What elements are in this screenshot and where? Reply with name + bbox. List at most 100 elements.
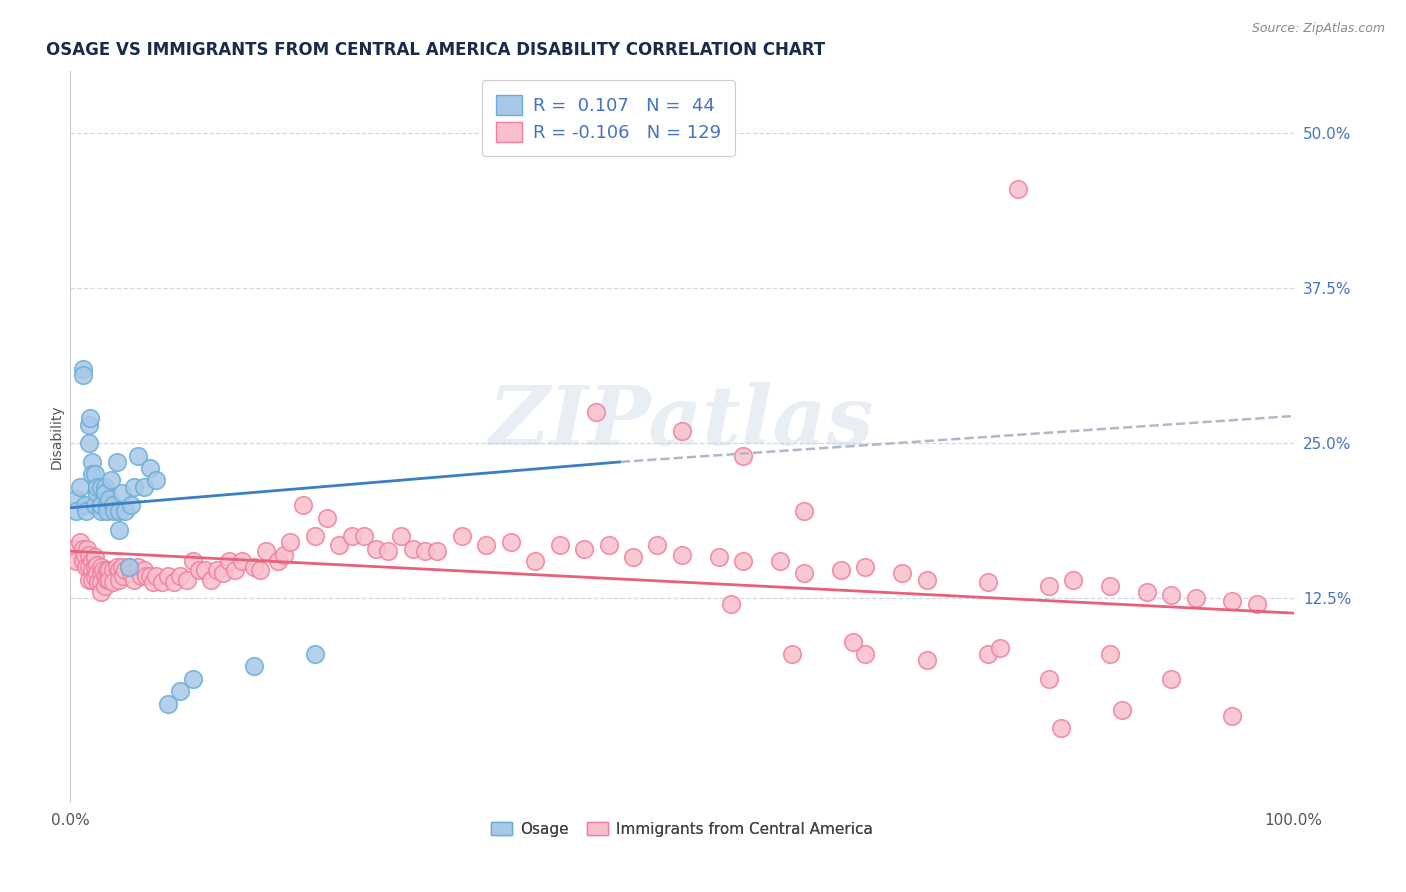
- Point: [671, 424, 693, 438]
- Point: [122, 573, 145, 587]
- Point: [316, 510, 339, 524]
- Point: [93, 569, 115, 583]
- Point: [90, 560, 112, 574]
- Point: [135, 569, 157, 583]
- Point: [108, 563, 131, 577]
- Point: [194, 563, 217, 577]
- Point: [69, 480, 91, 494]
- Point: [157, 697, 180, 711]
- Point: [1246, 598, 1268, 612]
- Point: [402, 541, 425, 556]
- Point: [1062, 573, 1084, 587]
- Point: [231, 554, 253, 568]
- Point: [93, 579, 115, 593]
- Point: [132, 480, 155, 494]
- Point: [93, 480, 115, 494]
- Point: [353, 529, 375, 543]
- Point: [145, 569, 167, 583]
- Point: [855, 560, 877, 574]
- Point: [769, 554, 792, 568]
- Point: [86, 486, 108, 500]
- Point: [82, 467, 104, 482]
- Point: [1038, 672, 1060, 686]
- Point: [65, 491, 87, 506]
- Point: [1220, 709, 1243, 723]
- Point: [254, 544, 277, 558]
- Point: [83, 570, 105, 584]
- Point: [1007, 182, 1029, 196]
- Point: [90, 575, 112, 590]
- Point: [139, 569, 162, 583]
- Point: [413, 544, 436, 558]
- Point: [205, 563, 228, 577]
- Point: [280, 535, 302, 549]
- Point: [132, 563, 155, 577]
- Point: [72, 541, 94, 556]
- Point: [98, 491, 121, 506]
- Point: [127, 560, 149, 574]
- Point: [548, 538, 571, 552]
- Point: [82, 573, 104, 587]
- Point: [90, 498, 112, 512]
- Point: [450, 529, 472, 543]
- Point: [90, 585, 112, 599]
- Point: [87, 575, 110, 590]
- Point: [108, 573, 131, 587]
- Point: [707, 550, 730, 565]
- Point: [77, 417, 100, 432]
- Point: [842, 634, 865, 648]
- Point: [915, 573, 938, 587]
- Text: ZIPatlas: ZIPatlas: [489, 383, 875, 462]
- Point: [780, 647, 803, 661]
- Point: [793, 566, 815, 581]
- Point: [73, 498, 96, 512]
- Point: [169, 569, 191, 583]
- Point: [1220, 593, 1243, 607]
- Point: [129, 569, 152, 583]
- Point: [127, 449, 149, 463]
- Point: [200, 573, 222, 587]
- Point: [340, 529, 363, 543]
- Point: [98, 573, 121, 587]
- Point: [273, 548, 295, 562]
- Point: [118, 560, 141, 574]
- Point: [111, 560, 134, 574]
- Point: [976, 647, 998, 661]
- Point: [733, 554, 755, 568]
- Point: [475, 538, 498, 552]
- Text: Source: ZipAtlas.com: Source: ZipAtlas.com: [1251, 22, 1385, 36]
- Point: [82, 554, 104, 568]
- Point: [139, 461, 162, 475]
- Point: [122, 480, 145, 494]
- Legend: Osage, Immigrants from Central America: Osage, Immigrants from Central America: [485, 815, 879, 843]
- Point: [114, 504, 136, 518]
- Point: [1160, 588, 1182, 602]
- Point: [243, 659, 266, 673]
- Point: [98, 563, 121, 577]
- Point: [598, 538, 620, 552]
- Point: [891, 566, 914, 581]
- Point: [366, 541, 388, 556]
- Point: [218, 554, 240, 568]
- Point: [224, 563, 246, 577]
- Point: [267, 554, 290, 568]
- Point: [621, 550, 644, 565]
- Point: [176, 573, 198, 587]
- Point: [1050, 722, 1073, 736]
- Point: [96, 573, 118, 587]
- Point: [65, 504, 87, 518]
- Point: [105, 560, 128, 574]
- Point: [111, 569, 134, 583]
- Point: [101, 498, 124, 512]
- Point: [181, 672, 204, 686]
- Point: [142, 575, 165, 590]
- Point: [212, 566, 235, 581]
- Point: [118, 560, 141, 574]
- Point: [96, 504, 118, 518]
- Point: [100, 474, 122, 488]
- Point: [121, 566, 143, 581]
- Point: [91, 563, 114, 577]
- Point: [77, 548, 100, 562]
- Point: [1111, 703, 1133, 717]
- Point: [157, 569, 180, 583]
